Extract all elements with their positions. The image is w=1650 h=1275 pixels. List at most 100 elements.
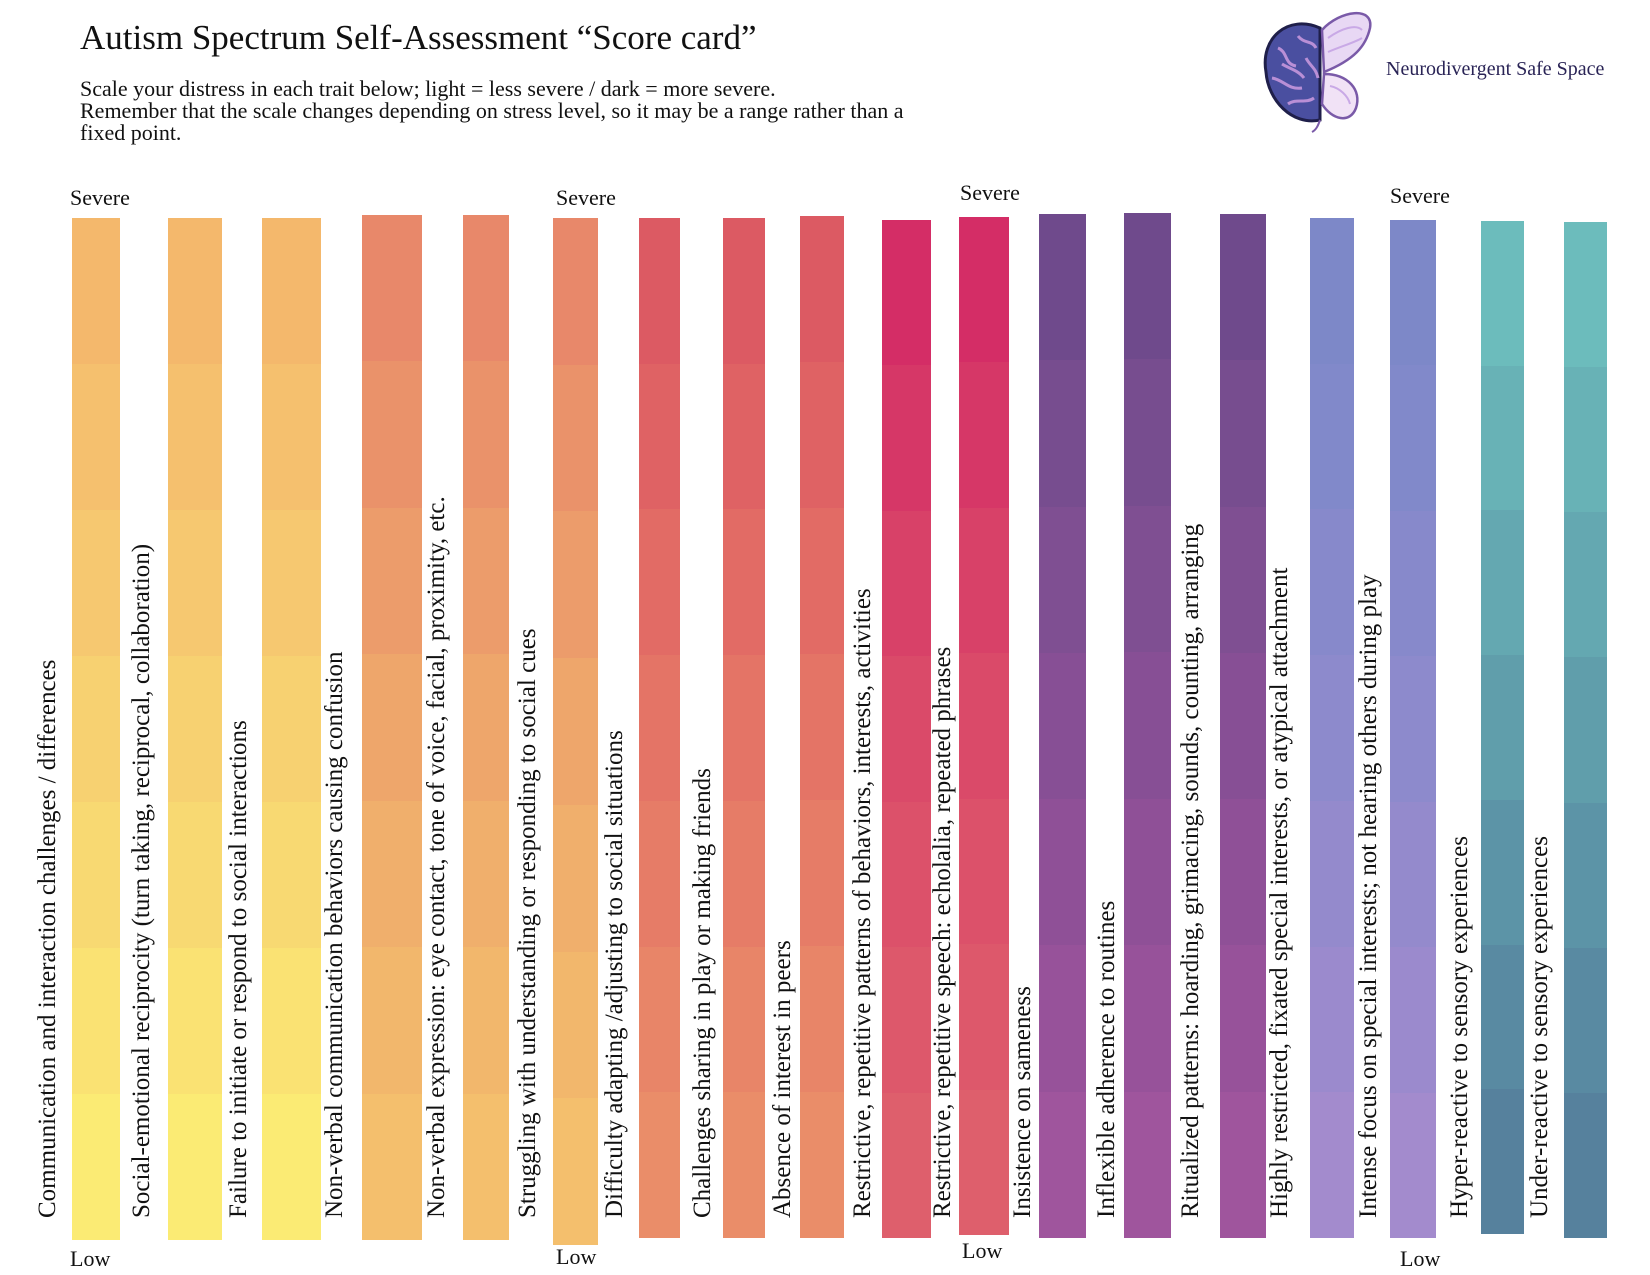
scale-segment[interactable] bbox=[553, 658, 598, 805]
scale-segment[interactable] bbox=[262, 802, 321, 948]
scale-segment[interactable] bbox=[1039, 506, 1086, 653]
trait-scale-bar[interactable] bbox=[959, 217, 1009, 1235]
scale-segment[interactable] bbox=[1564, 367, 1607, 513]
scale-segment[interactable] bbox=[463, 800, 509, 948]
scale-segment[interactable] bbox=[553, 364, 598, 512]
scale-segment[interactable] bbox=[1310, 1092, 1354, 1239]
scale-segment[interactable] bbox=[882, 365, 931, 511]
scale-segment[interactable] bbox=[639, 218, 680, 364]
scale-segment[interactable] bbox=[639, 946, 680, 1093]
scale-segment[interactable] bbox=[800, 508, 844, 654]
scale-segment[interactable] bbox=[639, 800, 680, 947]
scale-segment[interactable] bbox=[1220, 652, 1266, 800]
scale-segment[interactable] bbox=[959, 798, 1009, 945]
scale-segment[interactable] bbox=[1039, 652, 1086, 800]
scale-segment[interactable] bbox=[1310, 800, 1354, 947]
scale-segment[interactable] bbox=[168, 948, 222, 1094]
scale-segment[interactable] bbox=[1220, 945, 1266, 1092]
scale-segment[interactable] bbox=[463, 654, 509, 801]
scale-segment[interactable] bbox=[959, 1089, 1009, 1235]
scale-segment[interactable] bbox=[168, 656, 222, 802]
scale-segment[interactable] bbox=[1390, 656, 1436, 802]
scale-segment[interactable] bbox=[1481, 1089, 1524, 1235]
scale-segment[interactable] bbox=[723, 509, 765, 656]
scale-segment[interactable] bbox=[639, 655, 680, 801]
scale-segment[interactable] bbox=[1390, 1092, 1436, 1238]
scale-segment[interactable] bbox=[723, 1092, 765, 1239]
scale-segment[interactable] bbox=[1124, 1091, 1171, 1238]
scale-segment[interactable] bbox=[882, 1092, 931, 1238]
scale-segment[interactable] bbox=[463, 507, 509, 655]
scale-segment[interactable] bbox=[1124, 945, 1171, 1092]
scale-segment[interactable] bbox=[1390, 510, 1436, 657]
scale-segment[interactable] bbox=[800, 654, 844, 800]
scale-segment[interactable] bbox=[553, 951, 598, 1099]
scale-segment[interactable] bbox=[262, 948, 321, 1094]
scale-segment[interactable] bbox=[1310, 363, 1354, 510]
scale-segment[interactable] bbox=[553, 218, 598, 365]
scale-segment[interactable] bbox=[262, 656, 321, 802]
scale-segment[interactable] bbox=[1039, 214, 1086, 361]
scale-segment[interactable] bbox=[1390, 947, 1436, 1093]
scale-segment[interactable] bbox=[1481, 944, 1524, 1090]
scale-segment[interactable] bbox=[463, 361, 509, 508]
scale-segment[interactable] bbox=[72, 510, 120, 656]
scale-segment[interactable] bbox=[800, 362, 844, 508]
scale-segment[interactable] bbox=[463, 1093, 509, 1240]
scale-segment[interactable] bbox=[1564, 222, 1607, 368]
scale-segment[interactable] bbox=[882, 801, 931, 948]
scale-segment[interactable] bbox=[882, 656, 931, 802]
scale-segment[interactable] bbox=[1039, 799, 1086, 946]
trait-scale-bar[interactable] bbox=[1039, 214, 1086, 1238]
scale-segment[interactable] bbox=[72, 218, 120, 364]
scale-segment[interactable] bbox=[362, 1093, 422, 1240]
scale-segment[interactable] bbox=[1481, 510, 1524, 656]
scale-segment[interactable] bbox=[362, 800, 422, 948]
trait-scale-bar[interactable] bbox=[72, 218, 120, 1240]
scale-segment[interactable] bbox=[362, 947, 422, 1094]
scale-segment[interactable] bbox=[1310, 218, 1354, 364]
scale-segment[interactable] bbox=[1220, 214, 1266, 361]
scale-segment[interactable] bbox=[723, 218, 765, 364]
scale-segment[interactable] bbox=[1220, 360, 1266, 507]
scale-segment[interactable] bbox=[639, 509, 680, 656]
scale-segment[interactable] bbox=[1564, 1092, 1607, 1238]
scale-segment[interactable] bbox=[262, 364, 321, 510]
trait-scale-bar[interactable] bbox=[1481, 221, 1524, 1235]
scale-segment[interactable] bbox=[72, 656, 120, 802]
scale-segment[interactable] bbox=[800, 946, 844, 1092]
scale-segment[interactable] bbox=[72, 1094, 120, 1240]
scale-segment[interactable] bbox=[959, 944, 1009, 1090]
scale-segment[interactable] bbox=[262, 218, 321, 364]
scale-segment[interactable] bbox=[553, 511, 598, 659]
scale-segment[interactable] bbox=[168, 802, 222, 948]
scale-segment[interactable] bbox=[1220, 506, 1266, 653]
scale-segment[interactable] bbox=[800, 800, 844, 946]
scale-segment[interactable] bbox=[72, 948, 120, 1094]
scale-segment[interactable] bbox=[463, 215, 509, 362]
scale-segment[interactable] bbox=[1310, 509, 1354, 656]
scale-segment[interactable] bbox=[1124, 652, 1171, 799]
scale-segment[interactable] bbox=[1039, 945, 1086, 1092]
scale-segment[interactable] bbox=[168, 510, 222, 656]
scale-segment[interactable] bbox=[362, 507, 422, 655]
scale-segment[interactable] bbox=[1481, 799, 1524, 945]
scale-segment[interactable] bbox=[553, 1098, 598, 1246]
scale-segment[interactable] bbox=[1564, 657, 1607, 803]
scale-segment[interactable] bbox=[723, 800, 765, 947]
trait-scale-bar[interactable] bbox=[639, 218, 680, 1239]
scale-segment[interactable] bbox=[1124, 213, 1171, 360]
scale-segment[interactable] bbox=[723, 655, 765, 801]
trait-scale-bar[interactable] bbox=[1390, 220, 1436, 1238]
scale-segment[interactable] bbox=[1481, 221, 1524, 366]
scale-segment[interactable] bbox=[1310, 655, 1354, 801]
scale-segment[interactable] bbox=[882, 220, 931, 366]
scale-segment[interactable] bbox=[882, 510, 931, 657]
trait-scale-bar[interactable] bbox=[463, 215, 509, 1240]
scale-segment[interactable] bbox=[639, 363, 680, 510]
scale-segment[interactable] bbox=[1564, 512, 1607, 658]
scale-segment[interactable] bbox=[1124, 798, 1171, 946]
trait-scale-bar[interactable] bbox=[553, 218, 598, 1246]
scale-segment[interactable] bbox=[723, 363, 765, 510]
scale-segment[interactable] bbox=[1124, 505, 1171, 653]
